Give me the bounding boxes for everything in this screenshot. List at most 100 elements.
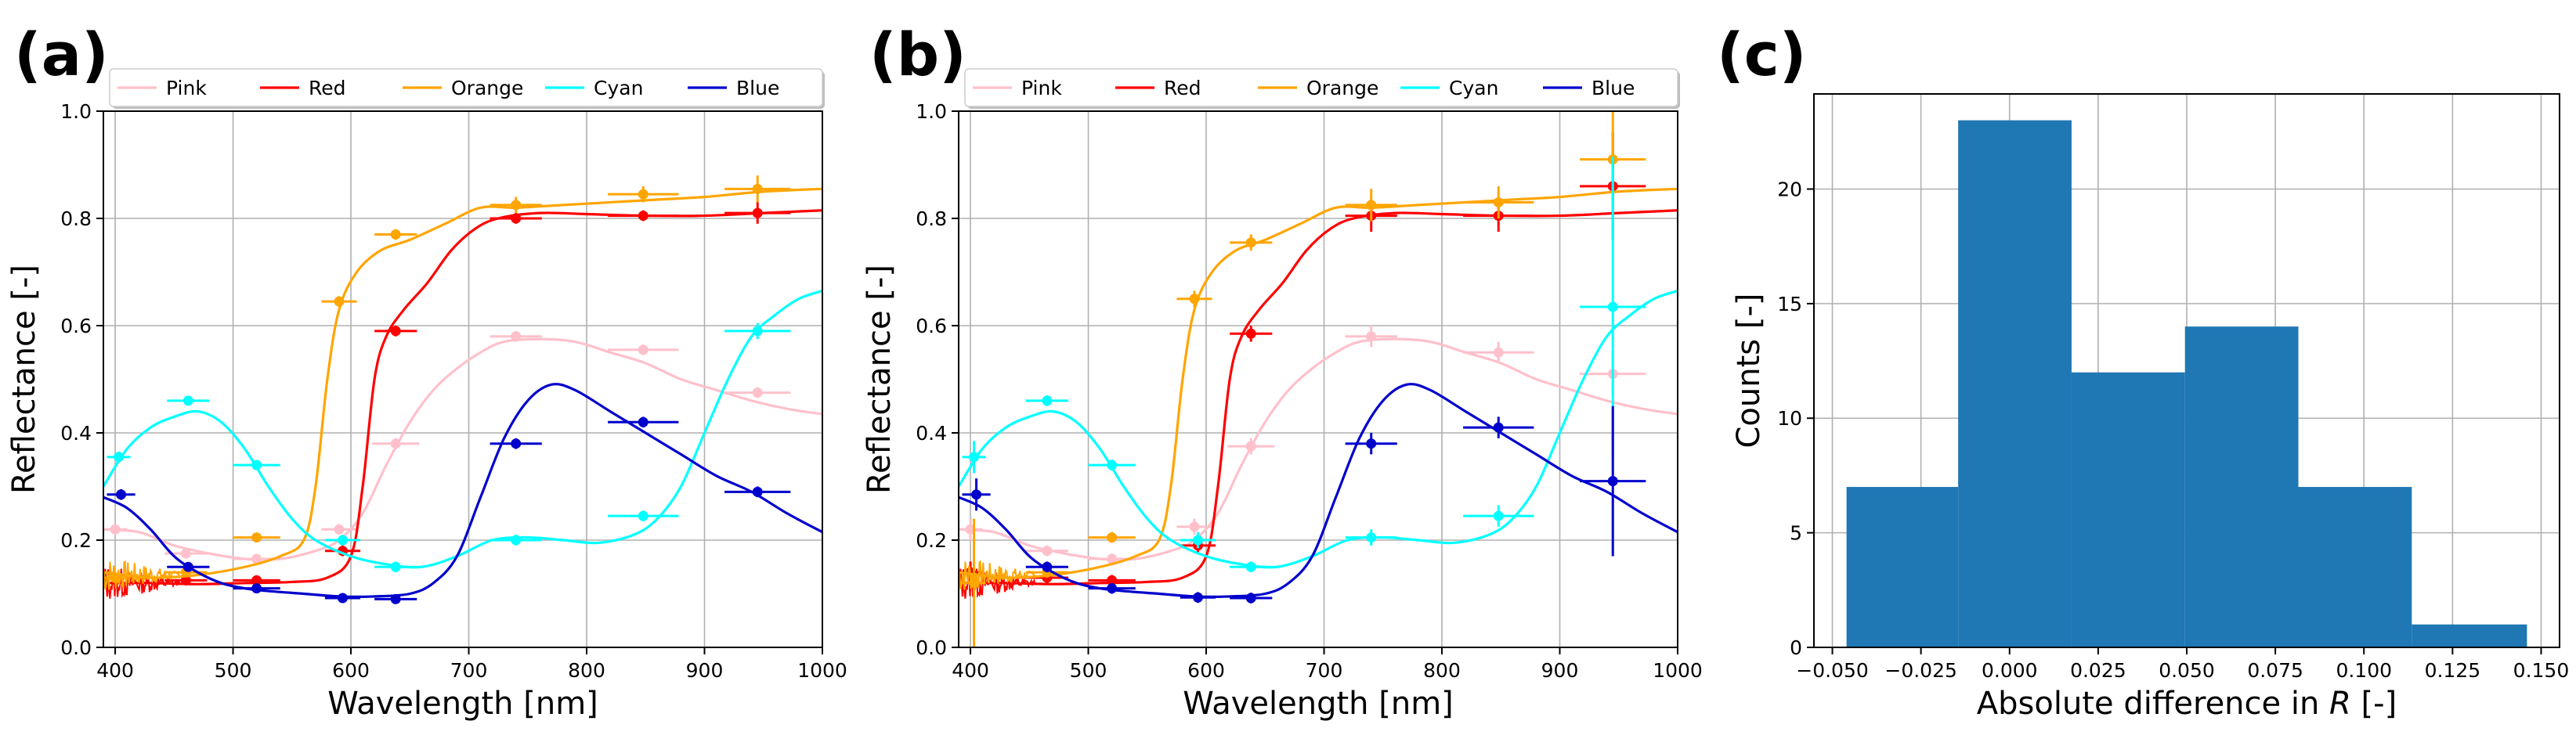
marker [251,583,262,594]
histogram-bar [1958,120,2072,647]
data-point [724,387,791,398]
data-point [1230,326,1273,342]
data-point [233,575,280,586]
marker [251,459,262,470]
y-tick-label: 0.2 [60,529,92,552]
marker [390,326,401,337]
data-point [608,510,679,522]
data-point [324,593,361,604]
legend-item-orange: Orange [403,77,523,99]
panel-b: 400 500 600 700 800 900 1000 0.0 0.2 0.4 0.6 0.8 1.0… [862,20,1703,722]
y-axis-label: Counts [-] [1731,294,1767,449]
legend-item-blue: Blue [688,77,779,99]
data-point [233,553,280,564]
marker [1107,575,1118,586]
data-point [1463,416,1534,438]
marker [1245,441,1256,452]
marker [969,452,980,463]
series-red [103,202,822,599]
data-point [1345,529,1397,546]
series-orange [103,175,822,590]
x-tick-label: 0.100 [2336,659,2392,682]
marker [1042,395,1053,406]
marker [114,452,125,463]
data-point [1345,326,1397,348]
legend-item-pink: Pink [973,77,1062,99]
marker [1189,294,1200,305]
legend-label: Red [309,77,346,99]
panel-letter: (b) [869,20,966,89]
marker [110,572,121,583]
legend: Pink Red Orange Cyan Blue [109,68,825,109]
marker [251,553,262,564]
marker [251,575,262,586]
marker [390,229,401,240]
series-line [959,209,1678,586]
marker [511,438,522,449]
data-point [490,438,542,449]
legend-label: Orange [451,77,523,99]
marker [1493,510,1504,521]
marker [1493,347,1504,358]
ticks: 400 500 600 700 800 900 1000 0.0 0.2 0.4 0.6 0.8 1.0 [60,100,847,682]
series-line [103,187,822,579]
series-cyan [103,289,822,573]
x-tick-label: 1000 [1653,659,1703,682]
x-tick-label: 0.125 [2425,659,2481,682]
grid [103,110,823,648]
data-point [1025,561,1068,573]
marker [334,296,345,307]
x-tick-label: 600 [332,659,370,682]
histogram-bar [2071,372,2185,647]
legend-item-cyan: Cyan [545,77,643,99]
plot-area [959,111,1678,647]
data-point [1463,186,1534,218]
marker [638,189,649,200]
marker [182,561,193,572]
data-point [233,459,280,470]
marker [1189,521,1200,532]
marker [1493,196,1504,207]
data-point [1025,395,1068,406]
x-tick-label: 1000 [797,659,847,682]
data-point [490,535,542,546]
x-tick-label: 400 [96,659,134,682]
series-pink [103,330,822,564]
marker [1192,535,1203,546]
data-point [374,561,417,573]
x-axis-label: Absolute difference in R [-] [1977,686,2397,722]
data-point [724,175,791,203]
legend-label: Orange [1306,77,1378,99]
marker [1107,532,1118,543]
series-line [959,187,1678,579]
plot-area [1846,120,2527,647]
histogram-bar [2298,487,2412,647]
marker [1042,546,1053,557]
data-point [608,186,679,203]
y-tick-label: 0.8 [916,207,947,230]
data-point [490,196,542,214]
data-point [490,213,542,224]
y-tick-label: 0.6 [916,315,947,337]
data-point [324,535,361,546]
data-point [164,575,208,586]
legend-item-red: Red [1115,77,1201,99]
data-point [1025,545,1068,557]
series-line [103,383,822,598]
y-tick-label: 1.0 [60,100,92,123]
data-point [1176,290,1212,308]
data-point [608,416,679,428]
data-point [1088,532,1136,543]
marker [511,331,522,342]
legend-item-red: Red [260,77,346,99]
marker [969,578,980,589]
y-tick-label: 0.6 [60,315,92,337]
marker [1192,592,1203,603]
panel-a: 400 500 600 700 800 900 1000 0.0 0.2 0.4 0.6 0.8 1.0… [6,20,847,722]
marker [1245,328,1256,339]
data-point [321,524,357,535]
x-tick-label: 0.075 [2247,659,2303,682]
x-tick-label: 0.000 [1982,659,2038,682]
data-point [962,441,986,474]
x-tick-label: 800 [568,659,605,682]
